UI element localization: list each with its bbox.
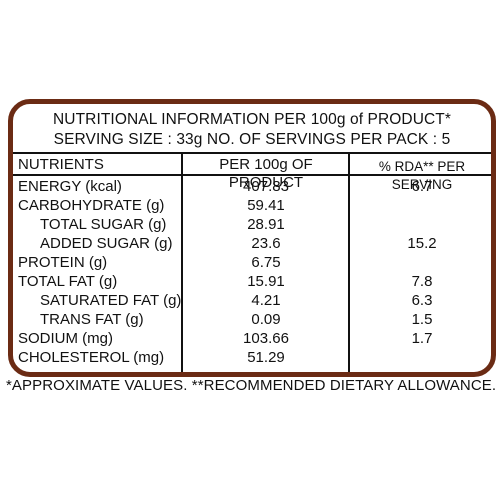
serving-info: SERVING SIZE : 33g NO. OF SERVINGS PER P… — [53, 131, 451, 148]
nutrient-value-per-100g: 407.83 — [243, 178, 289, 195]
table-row: TRANS FAT (g) 0.09 1.5 — [13, 310, 491, 329]
nutrient-name: ADDED SUGAR (g) — [40, 235, 173, 252]
nutrient-value-per-100g: 28.91 — [247, 216, 285, 233]
nutrient-rda: 6.7 — [411, 178, 433, 195]
nutrient-value-per-100g: 23.6 — [251, 235, 281, 252]
nutrient-rda: 1.5 — [411, 311, 433, 328]
footnote: *APPROXIMATE VALUES. **RECOMMENDED DIETA… — [6, 377, 497, 394]
nutrition-table: NUTRITIONAL INFORMATION PER 100g of PROD… — [8, 99, 496, 377]
table-row: SODIUM (mg) 103.66 1.7 — [13, 329, 491, 348]
column-divider-right — [348, 152, 350, 372]
table-row: CHOLESTEROL (mg) 51.29 — [13, 348, 491, 367]
header-bottom-divider — [13, 174, 491, 176]
nutrient-value-per-100g: 51.29 — [247, 349, 285, 366]
column-divider-left — [181, 152, 183, 372]
table-row: ADDED SUGAR (g) 23.6 15.2 — [13, 234, 491, 253]
nutrient-value-per-100g: 103.66 — [243, 330, 289, 347]
table-row: TOTAL FAT (g) 15.91 7.8 — [13, 272, 491, 291]
nutrient-name: TOTAL FAT (g) — [18, 273, 118, 290]
table-row: PROTEIN (g) 6.75 — [13, 253, 491, 272]
table-title: NUTRITIONAL INFORMATION PER 100g of PROD… — [53, 111, 451, 128]
nutrient-name: CHOLESTEROL (mg) — [18, 349, 165, 366]
nutrient-name: TOTAL SUGAR (g) — [40, 216, 167, 233]
nutrient-value-per-100g: 0.09 — [251, 311, 281, 328]
nutrient-name: SATURATED FAT (g) — [40, 292, 182, 309]
nutrient-rda: 7.8 — [411, 273, 433, 290]
nutrient-value-per-100g: 4.21 — [251, 292, 281, 309]
nutrient-value-per-100g: 15.91 — [247, 273, 285, 290]
nutrient-rda: 15.2 — [407, 235, 437, 252]
table-row: CARBOHYDRATE (g) 59.41 — [13, 196, 491, 215]
table-row: SATURATED FAT (g) 4.21 6.3 — [13, 291, 491, 310]
nutrient-name: PROTEIN (g) — [18, 254, 108, 271]
nutrient-value-per-100g: 6.75 — [251, 254, 281, 271]
nutrient-rda: 1.7 — [411, 330, 433, 347]
header-per-100g: PER 100g OF PRODUCT — [219, 156, 313, 191]
nutrient-value-per-100g: 59.41 — [247, 197, 285, 214]
nutrient-name: TRANS FAT (g) — [40, 311, 144, 328]
table-row: ENERGY (kcal) 407.83 6.7 — [13, 177, 491, 196]
header-rda: % RDA** PER SERVING — [378, 159, 466, 192]
nutrient-name: ENERGY (kcal) — [18, 178, 122, 195]
nutrient-rda: 6.3 — [411, 292, 433, 309]
header-top-divider — [13, 152, 491, 154]
nutrient-name: SODIUM (mg) — [18, 330, 113, 347]
header-nutrients: NUTRIENTS — [18, 156, 104, 173]
table-row: TOTAL SUGAR (g) 28.91 — [13, 215, 491, 234]
nutrient-name: CARBOHYDRATE (g) — [18, 197, 165, 214]
